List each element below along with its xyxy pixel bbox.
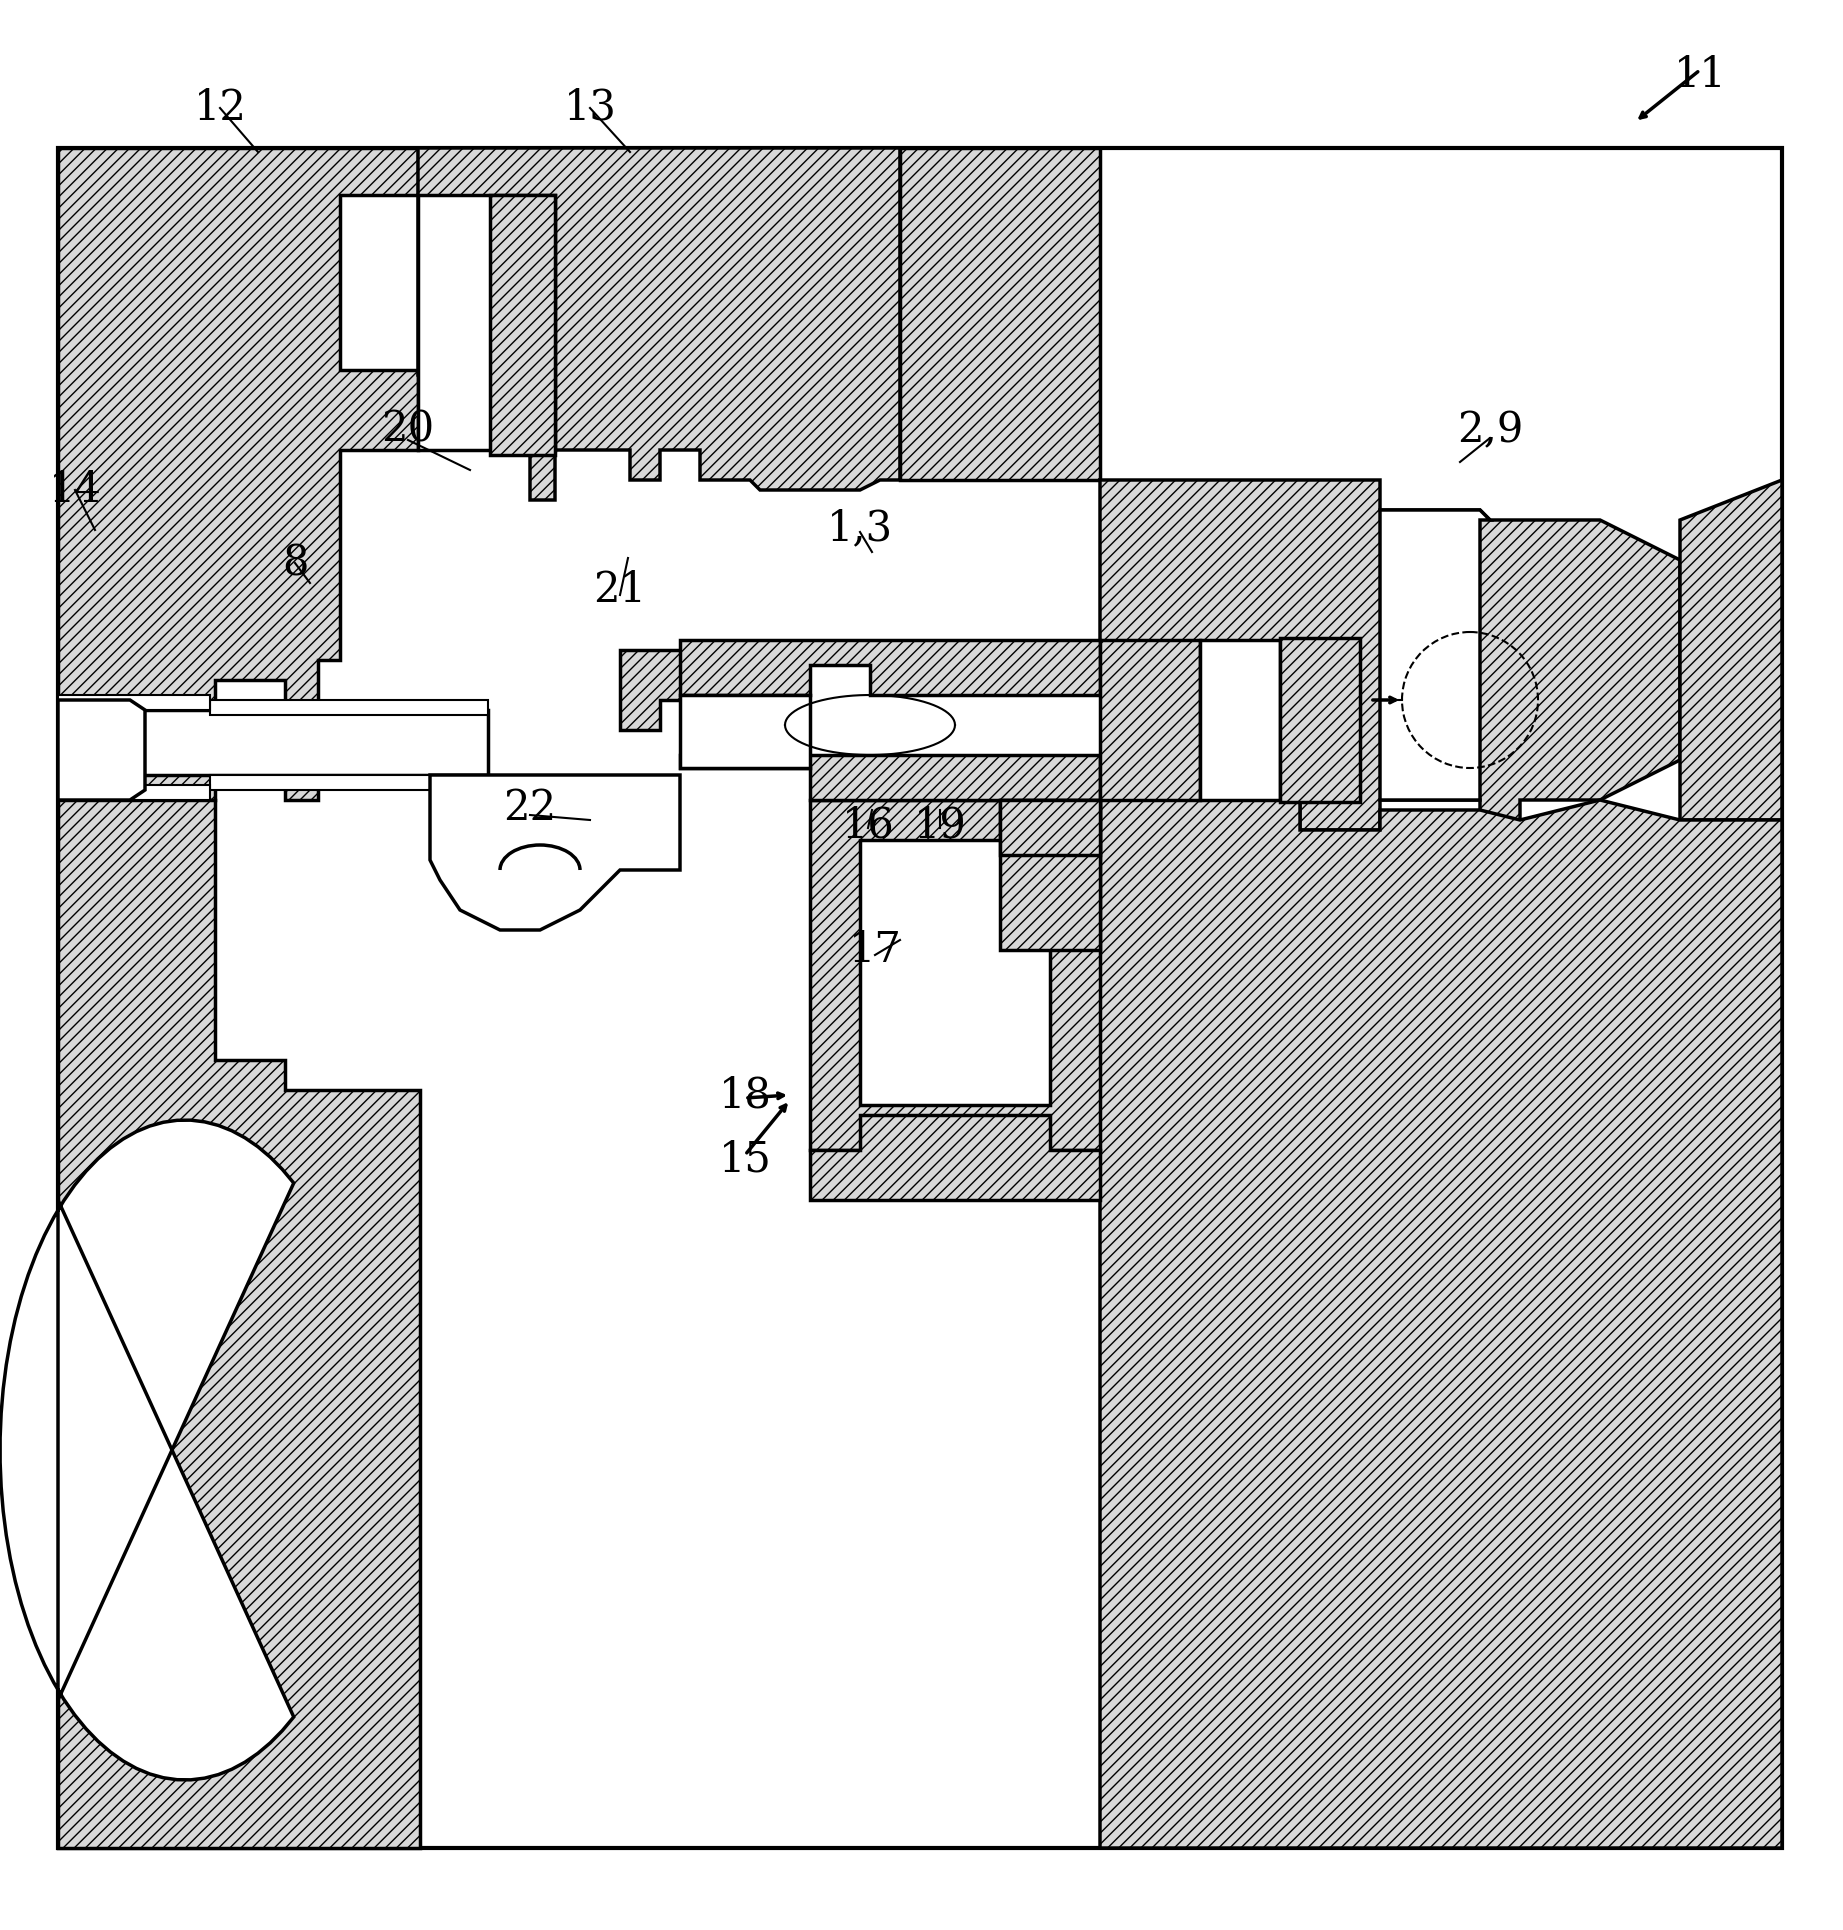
Polygon shape xyxy=(680,695,811,768)
Polygon shape xyxy=(680,641,1100,695)
Bar xyxy=(1001,801,1100,855)
Bar xyxy=(861,840,1051,1106)
Polygon shape xyxy=(811,801,1100,1150)
Text: 1,3: 1,3 xyxy=(828,508,894,548)
Polygon shape xyxy=(680,755,1100,801)
Text: 11: 11 xyxy=(1673,54,1727,96)
Polygon shape xyxy=(418,149,899,500)
Polygon shape xyxy=(1681,481,1782,820)
Polygon shape xyxy=(57,149,418,801)
Polygon shape xyxy=(1100,481,1681,830)
Bar xyxy=(490,195,555,455)
Polygon shape xyxy=(811,1116,1100,1200)
Polygon shape xyxy=(57,695,210,710)
Text: 18: 18 xyxy=(719,1073,772,1116)
Polygon shape xyxy=(1001,801,1100,950)
Polygon shape xyxy=(899,149,1100,481)
Text: 8: 8 xyxy=(282,542,308,585)
Polygon shape xyxy=(57,786,210,801)
Text: 19: 19 xyxy=(914,805,966,845)
Text: 2,9: 2,9 xyxy=(1456,409,1522,452)
Polygon shape xyxy=(1380,510,1489,801)
Text: 14: 14 xyxy=(48,469,101,511)
Polygon shape xyxy=(57,801,420,1849)
Bar xyxy=(210,701,488,714)
Polygon shape xyxy=(57,701,146,801)
Polygon shape xyxy=(1100,801,1782,1849)
Text: 17: 17 xyxy=(848,928,901,971)
Polygon shape xyxy=(418,195,555,450)
Text: 21: 21 xyxy=(593,569,647,612)
Text: 20: 20 xyxy=(382,409,435,452)
Polygon shape xyxy=(619,650,695,730)
Bar xyxy=(1281,639,1360,803)
Polygon shape xyxy=(1100,641,1200,801)
Text: 16: 16 xyxy=(842,805,894,845)
Bar xyxy=(57,149,1782,1849)
Text: 12: 12 xyxy=(194,87,247,129)
Bar xyxy=(1200,641,1281,801)
Polygon shape xyxy=(0,1119,293,1779)
Text: 22: 22 xyxy=(503,787,557,830)
Text: 15: 15 xyxy=(719,1139,772,1181)
Bar xyxy=(57,710,488,776)
Polygon shape xyxy=(429,776,680,930)
Bar xyxy=(210,776,488,789)
Text: 13: 13 xyxy=(564,87,616,129)
